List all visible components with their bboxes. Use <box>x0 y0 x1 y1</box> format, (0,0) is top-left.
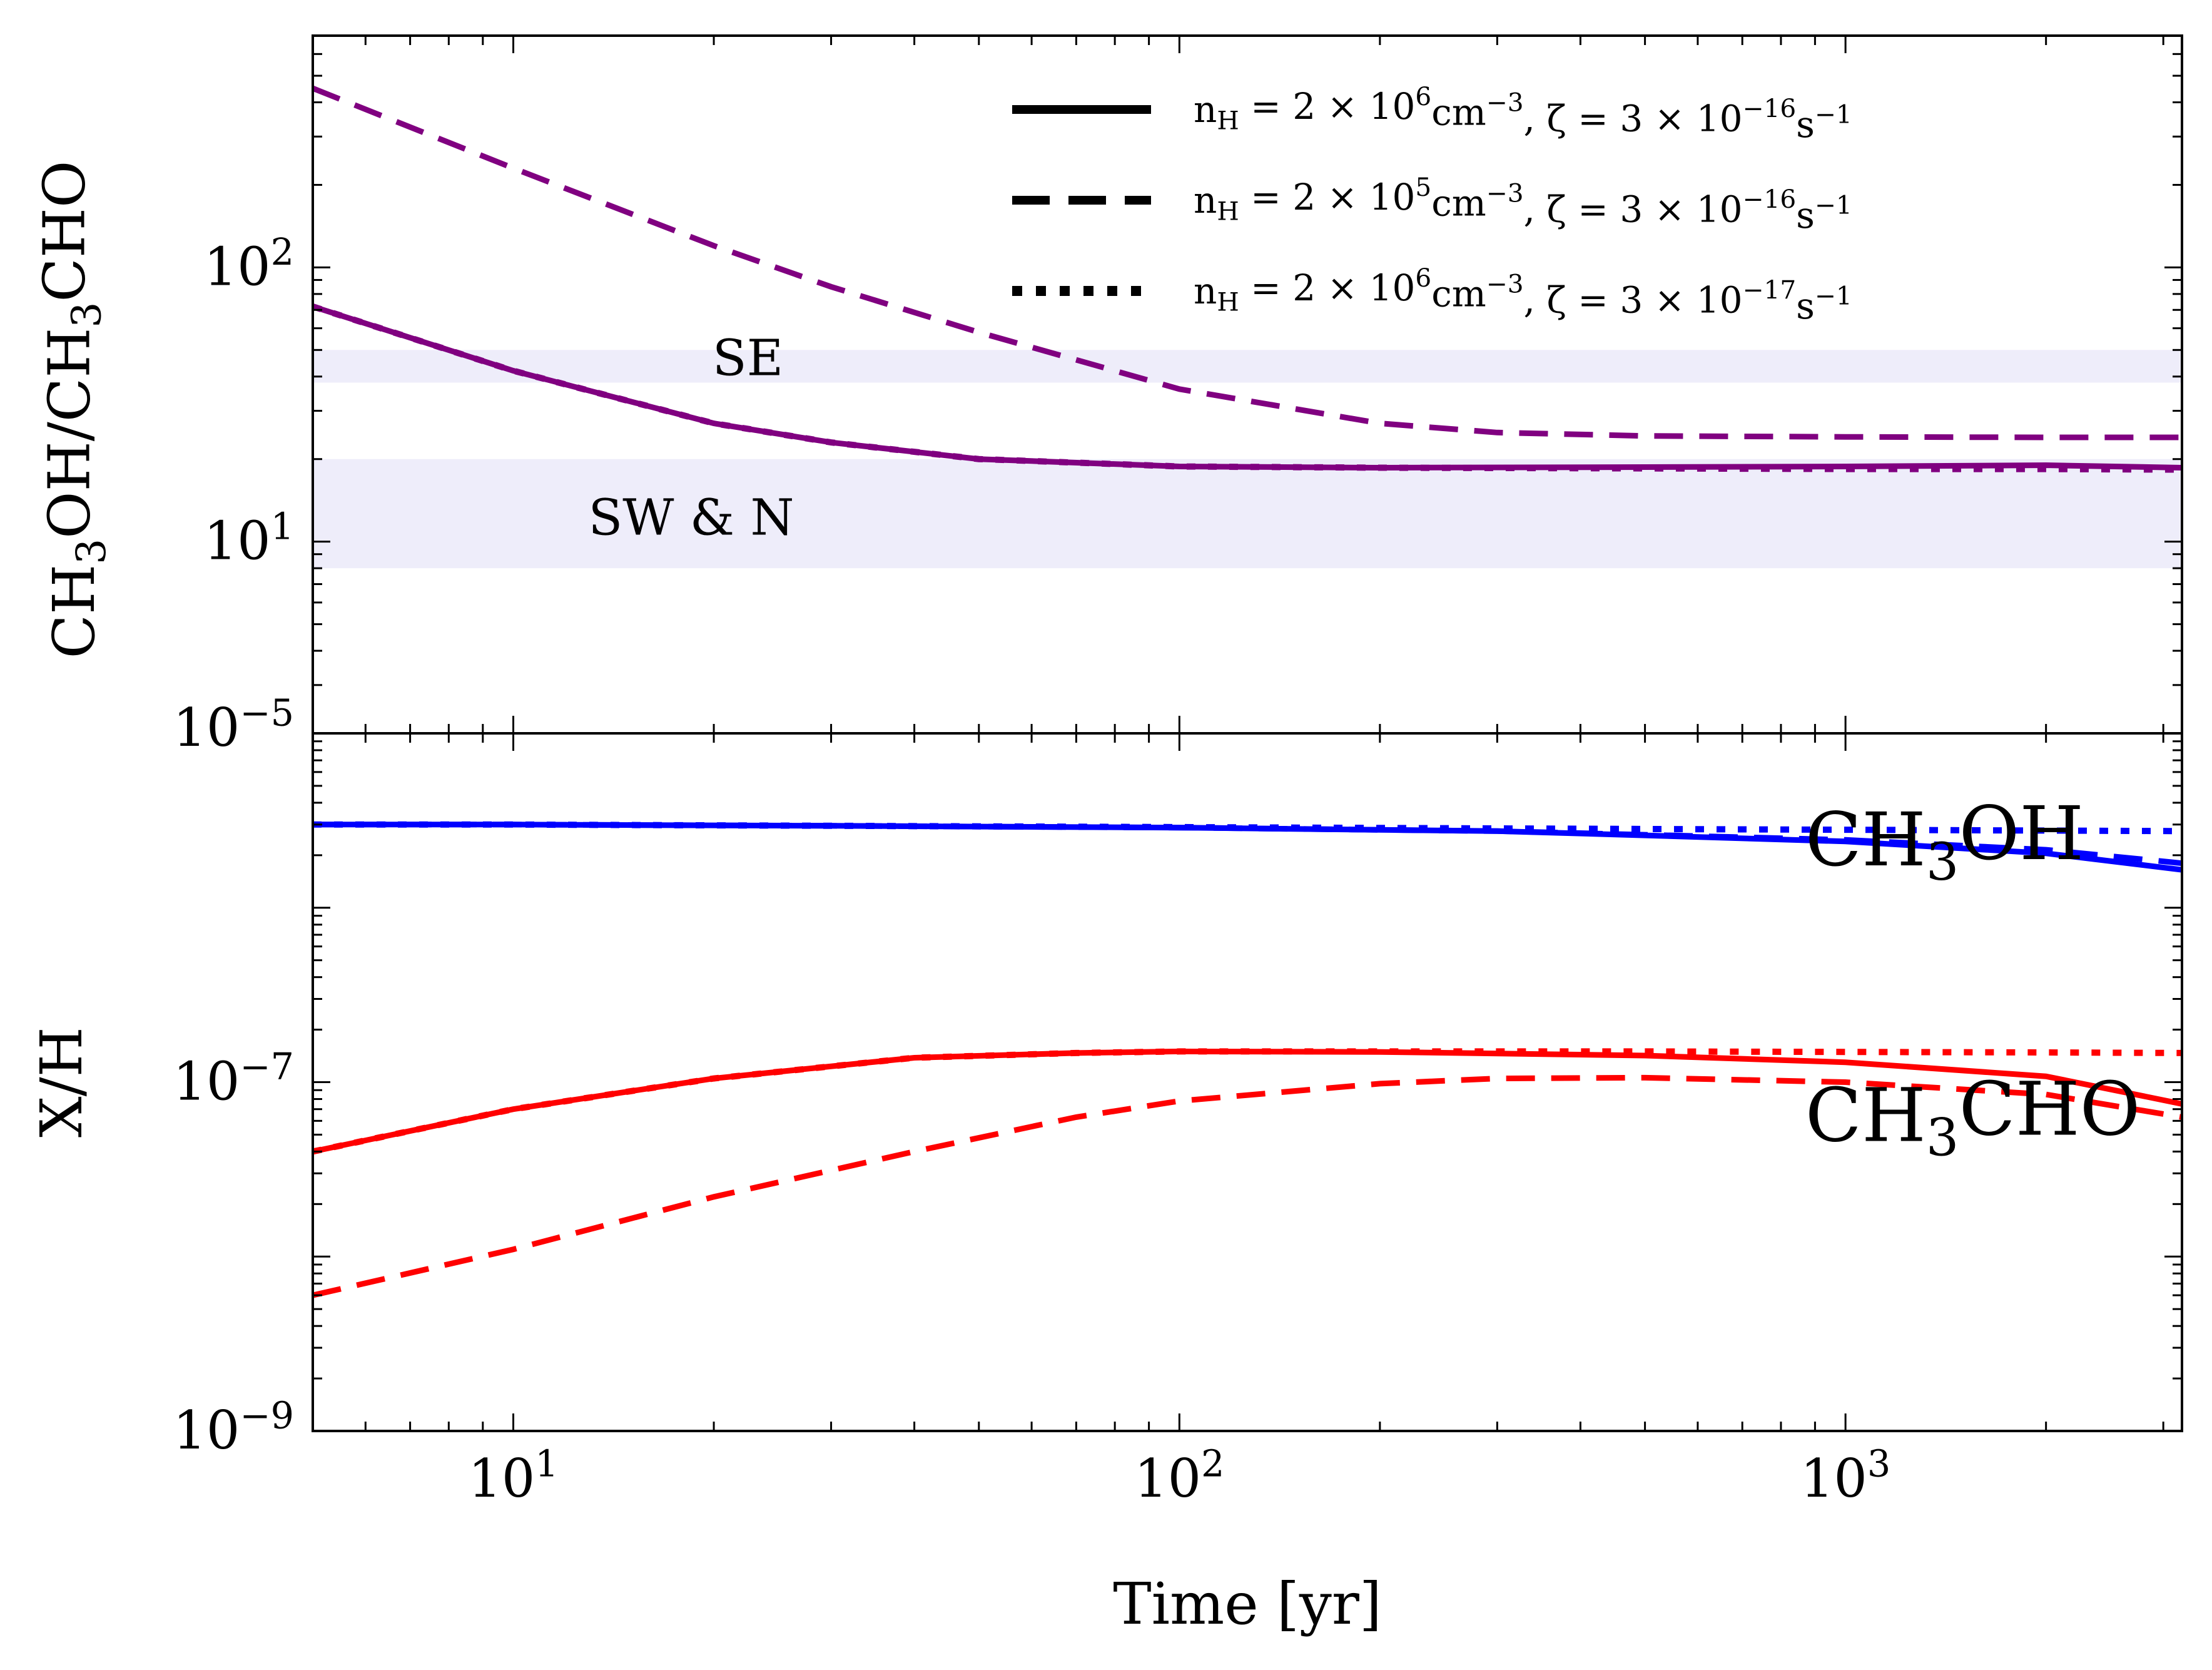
legend-label-2: nH = 2 × 106cm−3, ζ = 3 × 10−17s−1 <box>1194 263 1852 327</box>
x-tick-label-2: 103 <box>1800 1442 1890 1509</box>
band-label-sw-n: SW & N <box>588 489 794 547</box>
bottom-series-1-dashed <box>313 822 2182 867</box>
bottom-ytick-label-0: 10−9 <box>173 1394 294 1461</box>
band-label-se: SE <box>713 328 783 387</box>
top-panel: 101 102 10−5 SE SW & N nH = 2 × 106cm−3, ζ = … <box>173 34 2183 758</box>
legend: nH = 2 × 106cm−3, ζ = 3 × 10−16s−1 nH = 2… <box>1012 81 1852 327</box>
legend-label-0: nH = 2 × 106cm−3, ζ = 3 × 10−16s−1 <box>1194 81 1852 146</box>
bottom-ytick-label-1: 10−7 <box>173 1045 294 1112</box>
top-ytick-label-1: 102 <box>204 230 294 297</box>
bottom-panel: 10−9 10−7 101 102 103 CH3OH CH3CHO <box>173 732 2183 1509</box>
species-label-ch3cho: CH3CHO <box>1805 1066 2141 1168</box>
x-tick-label-0: 101 <box>468 1442 558 1509</box>
bottom-series-2-dotted <box>313 821 2182 835</box>
bottom-series-4-dashed <box>313 1074 2182 1298</box>
legend-label-1: nH = 2 × 105cm−3, ζ = 3 × 10−16s−1 <box>1194 172 1852 237</box>
top-ytick-label-0: 101 <box>204 504 294 571</box>
top-ytick-label-bottom: 10−5 <box>173 691 294 758</box>
species-label-ch3oh: CH3OH <box>1805 790 2084 892</box>
top-series-2-dotted <box>313 303 2182 473</box>
top-band-1 <box>313 459 2182 569</box>
top-y-axis-label: CH3OH/CH3CHO <box>31 161 115 659</box>
x-tick-label-1: 102 <box>1134 1442 1224 1509</box>
bottom-series-5-dotted <box>313 1048 2182 1155</box>
top-band-0 <box>313 350 2182 383</box>
x-axis-label: Time [yr] <box>1113 1571 1381 1637</box>
bottom-y-axis-label: X/H <box>28 1027 95 1138</box>
axis-labels: Time [yr] CH3OH/CH3CHO X/H <box>28 161 1382 1637</box>
